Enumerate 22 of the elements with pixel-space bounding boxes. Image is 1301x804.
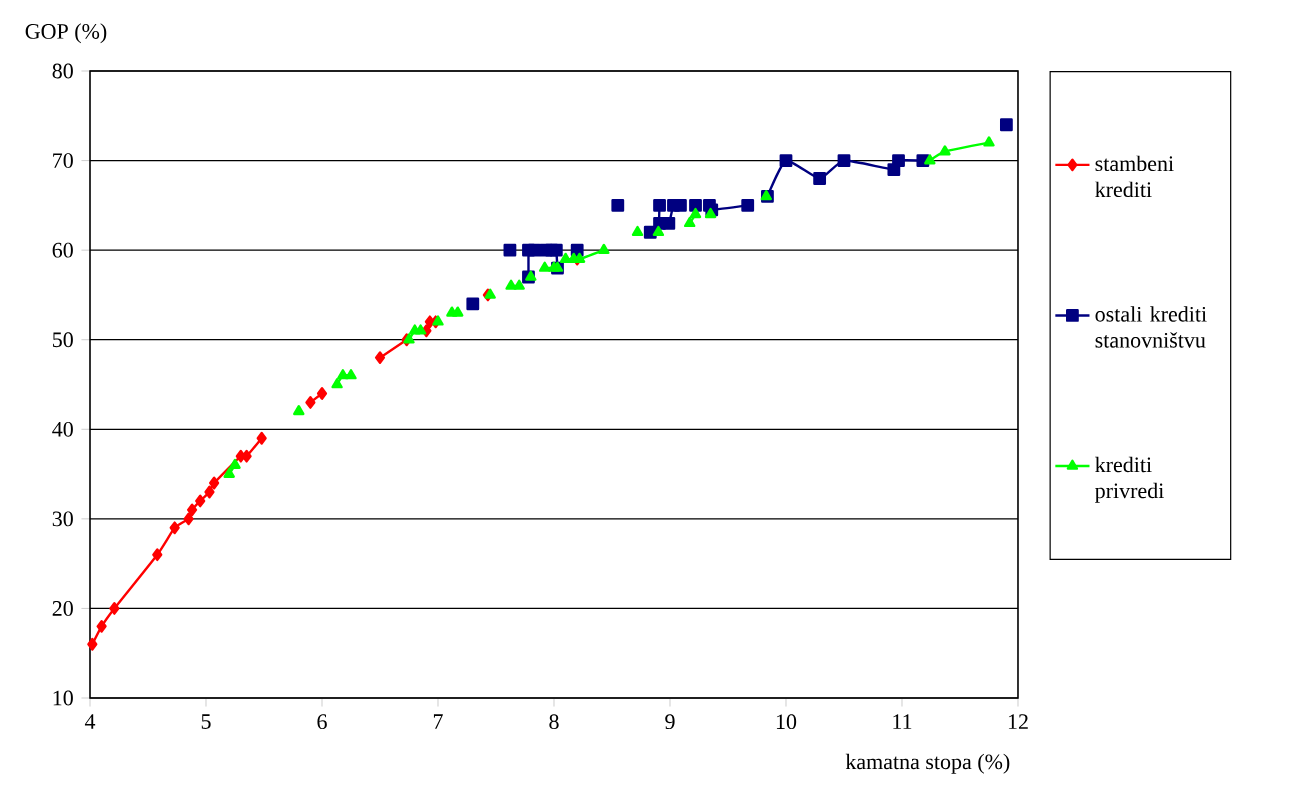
x-tick-label: 7 <box>433 714 443 729</box>
y-tick-label: 40 <box>52 421 73 437</box>
x-tick-label: 11 <box>893 714 912 729</box>
y-tick-label: 60 <box>52 242 73 258</box>
legend-label: stambeni krediti <box>1095 155 1174 198</box>
legend-label: krediti privredi <box>1095 456 1164 503</box>
y-tick-label: 50 <box>53 332 73 348</box>
x-tick-label: 5 <box>201 714 211 729</box>
y-tick-label: 80 <box>52 63 73 79</box>
y-tick-label: 20 <box>52 601 73 616</box>
y-tick-label: 70 <box>53 153 73 169</box>
legend-label: ostali krediti stanovništvu <box>1095 306 1207 348</box>
x-tick-label: 6 <box>317 714 327 730</box>
y-tick-label: 10 <box>53 690 73 706</box>
x-tick-label: 9 <box>665 714 675 730</box>
x-tick-label: 4 <box>84 714 96 729</box>
x-axis-title: kamatna stopa (%) <box>845 753 1010 774</box>
y-axis-title: GOP (%) <box>25 23 107 44</box>
x-tick-label: 12 <box>1008 714 1028 729</box>
x-tick-label: 10 <box>776 714 797 730</box>
y-tick-label: 30 <box>52 511 73 527</box>
x-tick-label: 8 <box>549 714 559 730</box>
